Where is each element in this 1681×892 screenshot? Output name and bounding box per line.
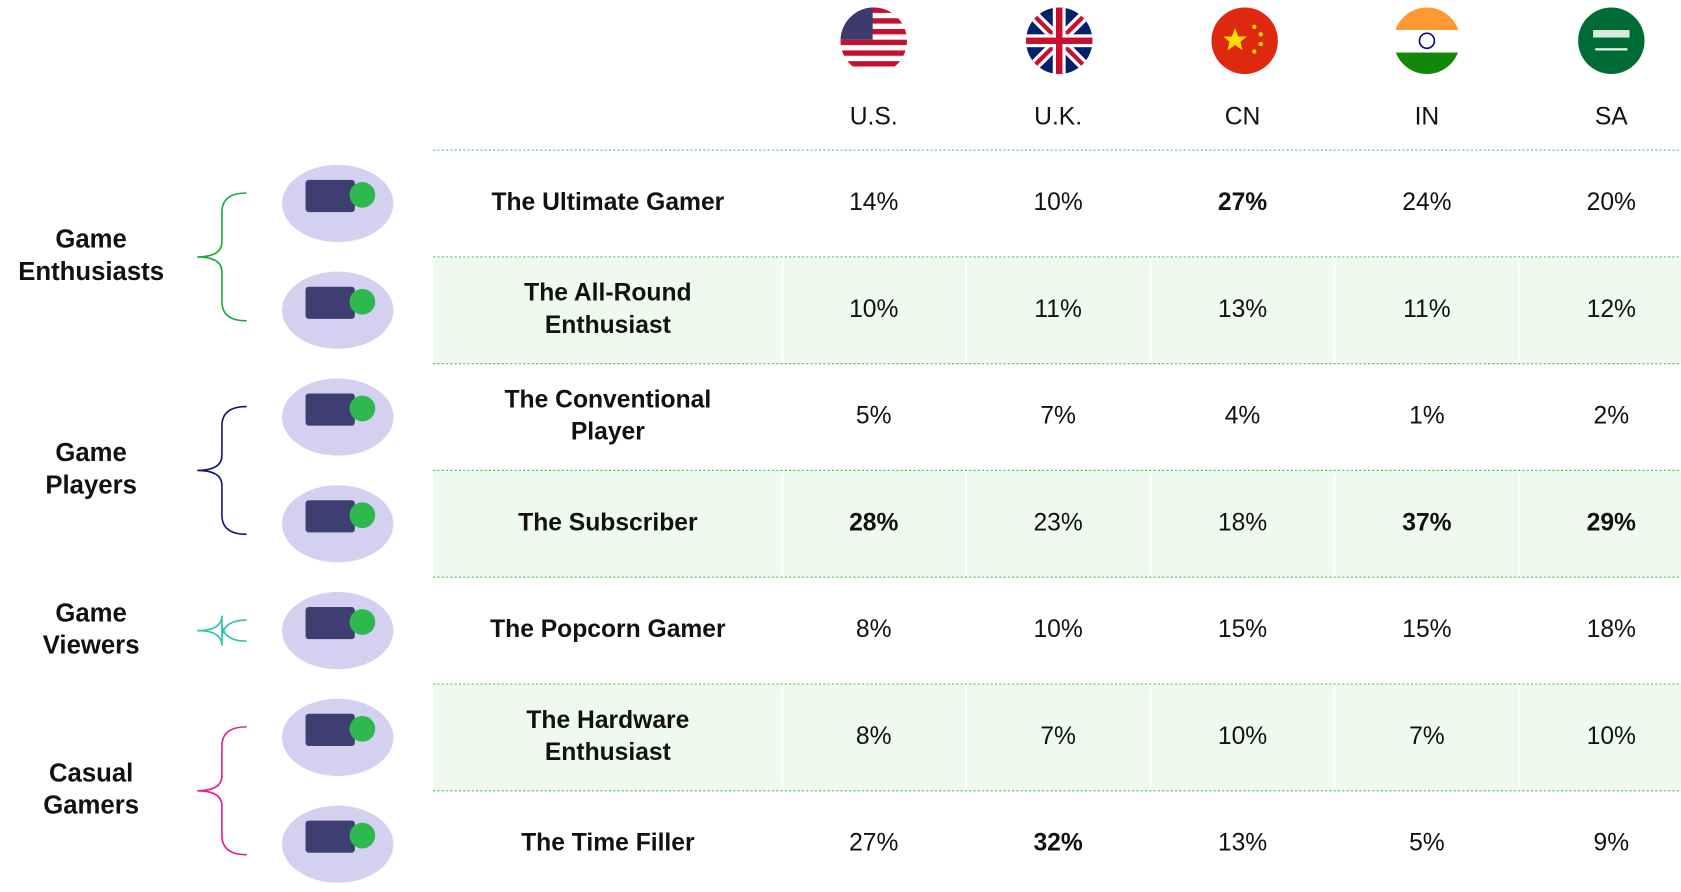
persona-illustration [349,502,376,529]
group-label: Game [55,226,126,254]
cell-value: 2% [1594,403,1630,430]
group-label: Gamers [43,792,139,820]
cell-value: 9% [1594,830,1630,857]
cell-value: 10% [1218,723,1267,750]
cell-value: 10% [849,296,898,323]
group-label: Game [55,439,126,467]
cell-value: 28% [849,509,898,536]
cell-value: 11% [1403,296,1451,323]
row-name: The Ultimate Gamer [491,189,724,216]
cell-value: 23% [1033,509,1082,536]
cell-value: 4% [1225,403,1261,430]
group-label: Game [55,599,126,627]
persona-illustration [349,609,376,635]
row-name: The Conventional [505,386,712,413]
illustrations [281,164,394,883]
cell-value: 32% [1033,830,1082,857]
cell-value: 7% [1040,723,1076,750]
column-header: CN [1225,103,1261,130]
row-band [433,470,1681,578]
group-brace [197,615,247,646]
cell-value: 14% [849,189,898,216]
group-brace [197,405,247,536]
cell-value: 27% [1218,189,1267,216]
group-label: Enthusiasts [18,258,164,286]
cell-value: 10% [1033,189,1082,216]
group-brace [197,726,247,856]
persona-illustration [349,715,376,742]
row-name: The Time Filler [521,830,695,857]
persona-illustration [349,182,376,208]
cell-value: 11% [1034,296,1082,323]
group-label: Players [45,471,137,499]
cell-value: 18% [1587,616,1636,643]
cell-value: 8% [856,616,892,643]
cell-value: 37% [1402,509,1451,536]
cell-value: 7% [1409,723,1445,750]
cell-value: 10% [1587,723,1636,750]
cell-value: 10% [1033,616,1082,643]
persona-illustration [305,286,355,319]
group-brace [197,192,247,322]
column-header: U.S. [850,103,898,130]
group-label: Casual [49,759,133,787]
row-name: The All-Round [524,280,691,307]
persona-illustration [305,713,355,746]
cell-value: 20% [1587,189,1636,216]
flag-sa [1578,7,1645,74]
cell-value: 13% [1218,296,1267,323]
persona-illustration [305,607,355,640]
flag-cn [1211,7,1278,74]
cell-value: 5% [856,403,892,430]
persona-illustration [305,179,355,213]
row-name: The Popcorn Gamer [490,616,726,643]
flag-us [840,7,907,74]
row-name: Enthusiast [545,739,671,766]
column-header: SA [1595,103,1628,130]
persona-illustration [305,500,355,533]
group-label: Viewers [43,631,140,659]
persona-illustration [349,822,376,849]
persona-illustration [305,393,355,426]
cell-value: 12% [1587,296,1636,323]
persona-illustration [349,288,376,315]
cell-value: 15% [1218,616,1267,643]
cell-value: 18% [1218,509,1267,536]
row-band [433,256,1681,364]
row-name: Enthusiast [545,312,671,339]
row-name: The Subscriber [518,509,698,536]
cell-value: 27% [849,830,898,857]
cell-value: 5% [1409,830,1445,857]
column-header: IN [1415,103,1440,130]
flag-in [1393,7,1461,74]
column-header: U.K. [1034,103,1082,130]
cell-value: 13% [1218,830,1267,857]
flag-uk [1025,7,1093,74]
row-band [433,683,1681,791]
cell-value: 24% [1402,189,1451,216]
persona-illustration [349,395,376,422]
cell-value: 1% [1409,403,1445,430]
row-name: The Hardware [526,707,689,734]
cell-value: 29% [1587,509,1636,536]
persona-illustration [305,820,355,853]
cell-value: 7% [1040,403,1076,430]
cell-value: 8% [856,723,892,750]
cell-value: 15% [1402,616,1451,643]
row-name: Player [571,419,645,446]
